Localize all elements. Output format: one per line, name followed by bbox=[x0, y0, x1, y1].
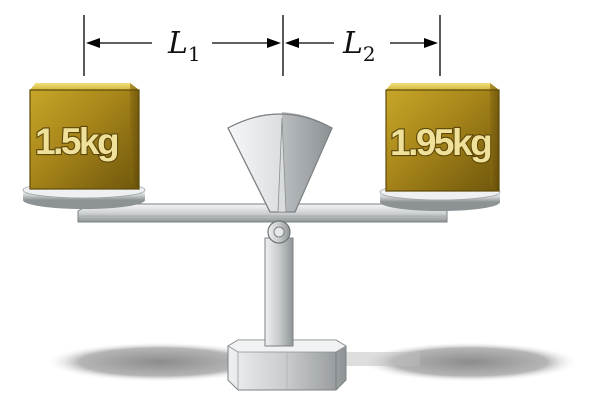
pointer-dial bbox=[227, 112, 333, 213]
dimension-label-right: L2 bbox=[342, 26, 376, 66]
left-shadow bbox=[45, 342, 275, 382]
right-weight: 1.95kg bbox=[385, 83, 500, 192]
arrowhead-icon bbox=[86, 38, 100, 48]
left-weight: 1.5kg bbox=[29, 83, 140, 190]
dimension-label-left: L1 bbox=[167, 26, 201, 66]
scale-post bbox=[264, 237, 294, 347]
pivot-bolt bbox=[267, 220, 291, 244]
scale-base bbox=[227, 339, 347, 391]
dimension-lines bbox=[83, 15, 441, 76]
scale-beam bbox=[77, 203, 448, 223]
arrowhead-icon bbox=[424, 38, 438, 48]
left-weight-label: 1.5kg bbox=[35, 121, 118, 162]
right-weight-label: 1.95kg bbox=[390, 122, 491, 163]
arrowhead-icon bbox=[267, 38, 281, 48]
needle-icon bbox=[277, 117, 287, 213]
arrowhead-icon bbox=[285, 38, 299, 48]
